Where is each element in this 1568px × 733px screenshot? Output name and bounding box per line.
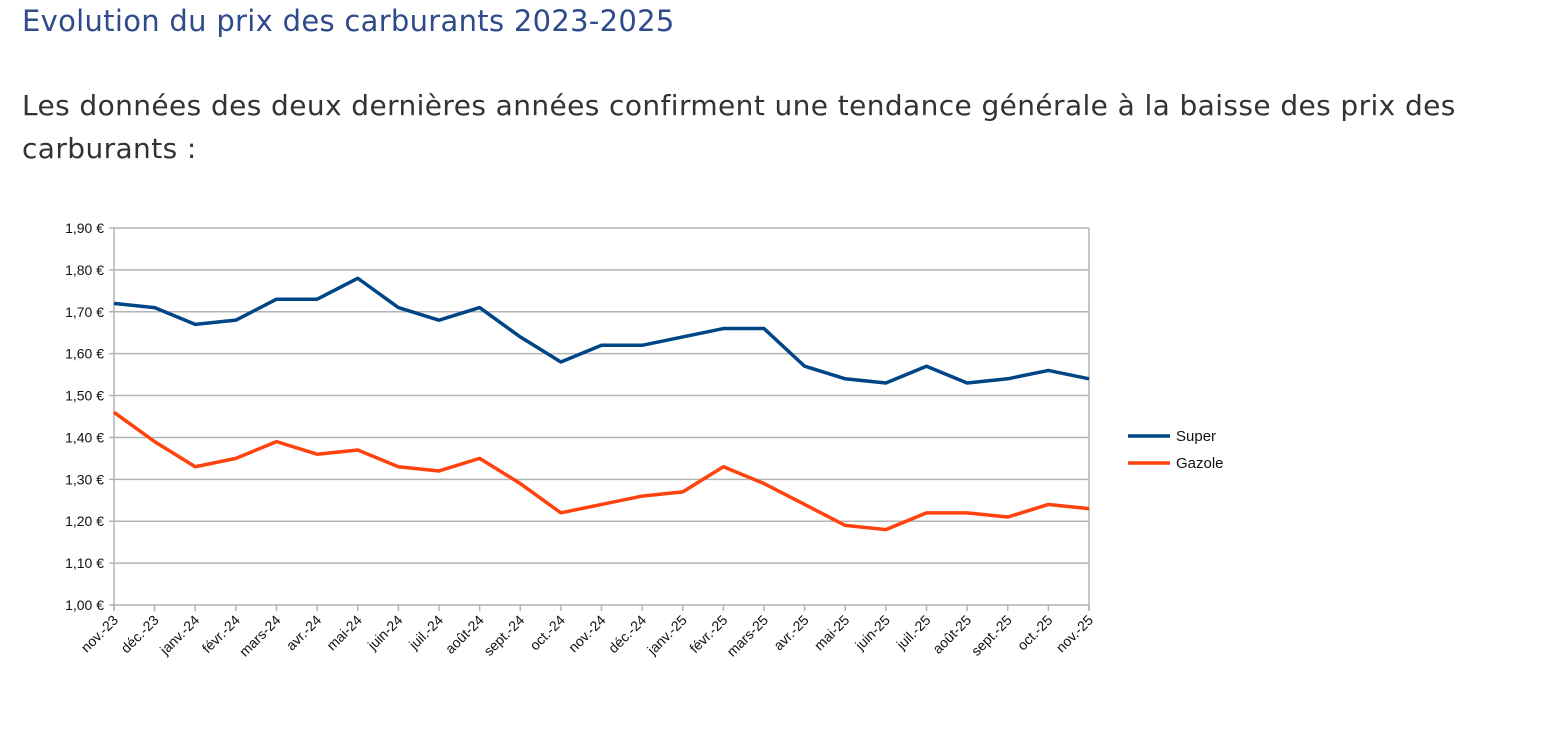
x-tick-label: nov.-25: [1053, 612, 1097, 656]
x-tick-label: janv.-24: [156, 612, 203, 659]
y-tick-label: 1,10 €: [65, 555, 104, 571]
page-title: Evolution du prix des carburants 2023-20…: [22, 4, 675, 38]
x-tick-label: sept.-25: [968, 612, 1015, 659]
x-tick-label: juin-24: [364, 612, 406, 654]
x-tick-label: juil.-24: [405, 612, 446, 653]
x-tick-label: janv.-25: [643, 612, 690, 659]
intro-paragraph: Les données des deux dernières années co…: [22, 89, 1456, 165]
y-tick-label: 1,20 €: [65, 513, 104, 529]
y-tick-label: 1,90 €: [65, 220, 104, 236]
x-tick-label: mars-25: [723, 612, 771, 660]
y-tick-label: 1,30 €: [65, 471, 104, 487]
x-tick-label: août-24: [442, 612, 487, 657]
y-tick-label: 1,80 €: [65, 262, 104, 278]
y-tick-label: 1,70 €: [65, 304, 104, 320]
x-tick-label: juin-25: [851, 612, 893, 654]
legend-label-gazole: Gazole: [1176, 455, 1224, 472]
x-tick-label: mars-24: [236, 612, 284, 660]
y-tick-label: 1,40 €: [65, 429, 104, 445]
x-tick-label: sept.-24: [480, 612, 527, 659]
x-tick-label: déc.-24: [605, 612, 649, 656]
series-line-gazole: [112, 410, 1090, 532]
x-tick-label: juil.-25: [892, 612, 933, 653]
x-tick-label: août-25: [929, 612, 974, 657]
y-tick-label: 1,00 €: [65, 597, 104, 613]
y-tick-label: 1,50 €: [65, 388, 104, 404]
x-tick-label: mai-24: [323, 612, 365, 654]
x-tick-label: oct.-24: [526, 612, 568, 654]
x-tick-label: nov.-24: [565, 612, 609, 656]
x-tick-label: oct.-25: [1014, 612, 1056, 654]
x-tick-label: mai-25: [811, 612, 853, 654]
x-tick-label: nov.-23: [78, 612, 122, 656]
x-tick-label: déc.-23: [117, 612, 161, 656]
x-tick-label: avr.-25: [770, 612, 812, 654]
y-tick-label: 1,60 €: [65, 346, 104, 362]
legend-label-super: Super: [1176, 428, 1216, 445]
series-line-super: [113, 276, 1090, 385]
x-tick-label: avr.-24: [283, 612, 325, 654]
